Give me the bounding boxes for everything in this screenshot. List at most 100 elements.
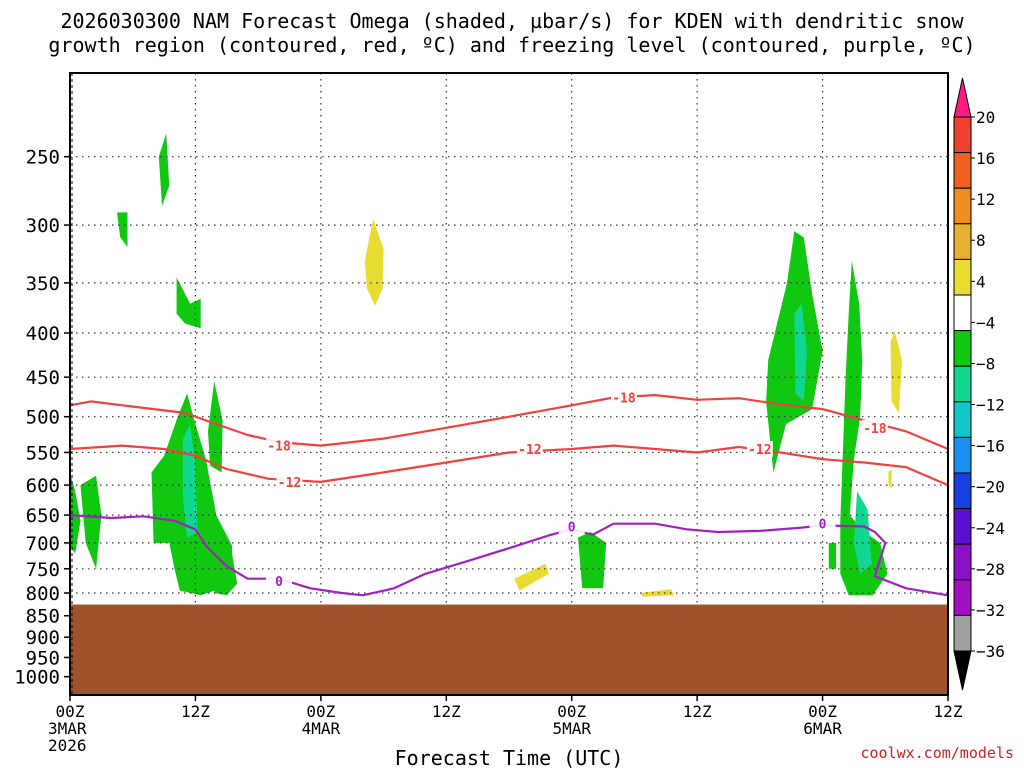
- contour-label-bg-1-2: [746, 441, 773, 458]
- omega-region-positive-2: [514, 563, 549, 591]
- y-tick-label-600: 600: [26, 475, 60, 497]
- y-tick-label-750: 750: [26, 559, 60, 581]
- colorbar-bin-5: [953, 258, 972, 296]
- contour-label-2-2: 0: [819, 518, 827, 533]
- colorbar-bin-7: [953, 330, 972, 367]
- colorbar-bin-15: [953, 614, 972, 652]
- x-tick-label-60-0: 12Z: [683, 702, 712, 721]
- contour-label-bg-0-1: [610, 389, 637, 406]
- x-tick-label-24-0: 00Z: [306, 702, 335, 721]
- x-tick-label-48-0: 00Z: [557, 702, 586, 721]
- omega-shading-layer: [70, 133, 902, 597]
- contour-label-bg-2-1: [558, 518, 585, 535]
- colorbar-label-1: 16: [976, 149, 995, 168]
- y-tick-label-300: 300: [26, 215, 60, 237]
- contour-label-0-2: -18: [863, 422, 887, 437]
- omega-region-3: [117, 212, 128, 247]
- omega-region-1: [80, 475, 102, 569]
- x-tick-label-36-0: 12Z: [432, 702, 461, 721]
- colorbar-label-5: −4: [976, 313, 995, 332]
- y-tick-label-900: 900: [26, 627, 60, 649]
- omega-region-0: [70, 473, 81, 554]
- contour-label-1-2: -12: [748, 443, 771, 458]
- y-tick-label-250: 250: [26, 147, 60, 169]
- y-tick-label-700: 700: [26, 533, 60, 555]
- terrain-fill: [70, 604, 948, 695]
- omega-region-positive-1: [890, 331, 902, 413]
- colorbar-bin-13: [953, 543, 972, 581]
- colorbar-bin-8: [953, 365, 972, 403]
- y-tick-label-850: 850: [26, 606, 60, 628]
- y-tick-label-350: 350: [26, 273, 60, 295]
- colorbar-label-8: −16: [976, 437, 1005, 456]
- colorbar-label-10: −24: [976, 519, 1005, 538]
- contour-label-bg-0-2: [861, 419, 888, 436]
- contour-label-bg-1-1: [516, 441, 543, 458]
- x-tick-label-84-0: 12Z: [934, 702, 963, 721]
- contour-line-2: [69, 514, 949, 597]
- omega-region-8: [578, 532, 607, 589]
- y-tick-label-1000: 1000: [14, 667, 60, 689]
- y-tick-label-500: 500: [26, 407, 60, 429]
- omega-region-11: [840, 260, 888, 596]
- plot-border: [69, 72, 949, 696]
- x-tick-label-72-0: 00Z: [808, 702, 837, 721]
- colorbar-bin-10: [953, 436, 972, 474]
- colorbar-top-arrow: [953, 77, 972, 118]
- colorbar-label-12: −32: [976, 601, 1005, 620]
- terrain-layer: [70, 604, 948, 695]
- colorbar-bin-6: [953, 294, 972, 332]
- contour-label-2-0: 0: [275, 575, 283, 590]
- contour-label-1-1: -12: [518, 443, 541, 458]
- x-tick-label-12-0: 12Z: [181, 702, 210, 721]
- credit-text: coolwx.com/models: [860, 744, 1014, 762]
- x-tick-label-48-1: 5MAR: [552, 719, 591, 738]
- contour-label-1-0: -12: [278, 476, 301, 491]
- omega-region-positive-4: [888, 469, 892, 489]
- x-axis-label: Forecast Time (UTC): [395, 746, 624, 768]
- omega-region-positive-3: [639, 589, 675, 597]
- chart-title-line-1: 2026030300 NAM Forecast Omega (shaded, µ…: [60, 9, 964, 33]
- x-tick-label-0-1: 3MAR: [48, 719, 87, 738]
- contour-label-bg-2-2: [809, 515, 836, 532]
- x-tick-label-0-2: 2026: [48, 736, 87, 755]
- colorbar-bin-11: [953, 472, 972, 510]
- chart-title-line-2: growth region (contoured, red, ºC) and f…: [48, 33, 976, 57]
- omega-region-positive-0: [364, 218, 384, 306]
- y-tick-label-950: 950: [26, 647, 60, 669]
- omega-region-4: [176, 277, 201, 329]
- colorbar-bin-2: [953, 152, 972, 189]
- colorbar-label-13: −36: [976, 642, 1005, 661]
- omega-colorbar: 20 16 12 8 4 −4 −8 −12 −16 −20 −24 −28 −32 −36: [953, 77, 1005, 691]
- contour-label-bg-1-0: [276, 473, 303, 490]
- colorbar-label-2: 12: [976, 190, 995, 209]
- contour-label-2-1: 0: [568, 520, 576, 535]
- contour-label-0-0: -18: [267, 440, 291, 455]
- colorbar-bottom-arrow: [953, 650, 972, 691]
- omega-region-9: [766, 231, 823, 473]
- colorbar-label-0: 20: [976, 108, 995, 127]
- y-tick-label-450: 450: [26, 367, 60, 389]
- colorbar-bin-3: [953, 187, 972, 225]
- colorbar-bin-1: [953, 116, 972, 154]
- colorbar-bin-14: [953, 579, 972, 616]
- omega-region-strong-2: [853, 491, 872, 574]
- temperature-contours: -18 -18 -18 -12 -12 -12 0 0 0: [69, 389, 949, 597]
- x-tick-label-72-1: 6MAR: [803, 719, 842, 738]
- contour-label-0-1: -18: [612, 391, 636, 406]
- contour-label-bg-2-0: [266, 573, 293, 590]
- omega-region-strong-0: [182, 424, 198, 538]
- y-tick-label-650: 650: [26, 505, 60, 527]
- colorbar-bin-12: [953, 508, 972, 545]
- y-tick-label-550: 550: [26, 442, 60, 464]
- plot-frame: [69, 72, 949, 696]
- colorbar-label-4: 4: [976, 272, 986, 291]
- colorbar-label-7: −12: [976, 396, 1005, 415]
- colorbar-label-9: −20: [976, 478, 1005, 497]
- contour-label-bg-0-0: [266, 437, 293, 454]
- x-tick-label-24-1: 4MAR: [302, 719, 341, 738]
- colorbar-label-11: −28: [976, 560, 1005, 579]
- colorbar-label-6: −8: [976, 354, 995, 373]
- colorbar-bin-4: [953, 223, 972, 260]
